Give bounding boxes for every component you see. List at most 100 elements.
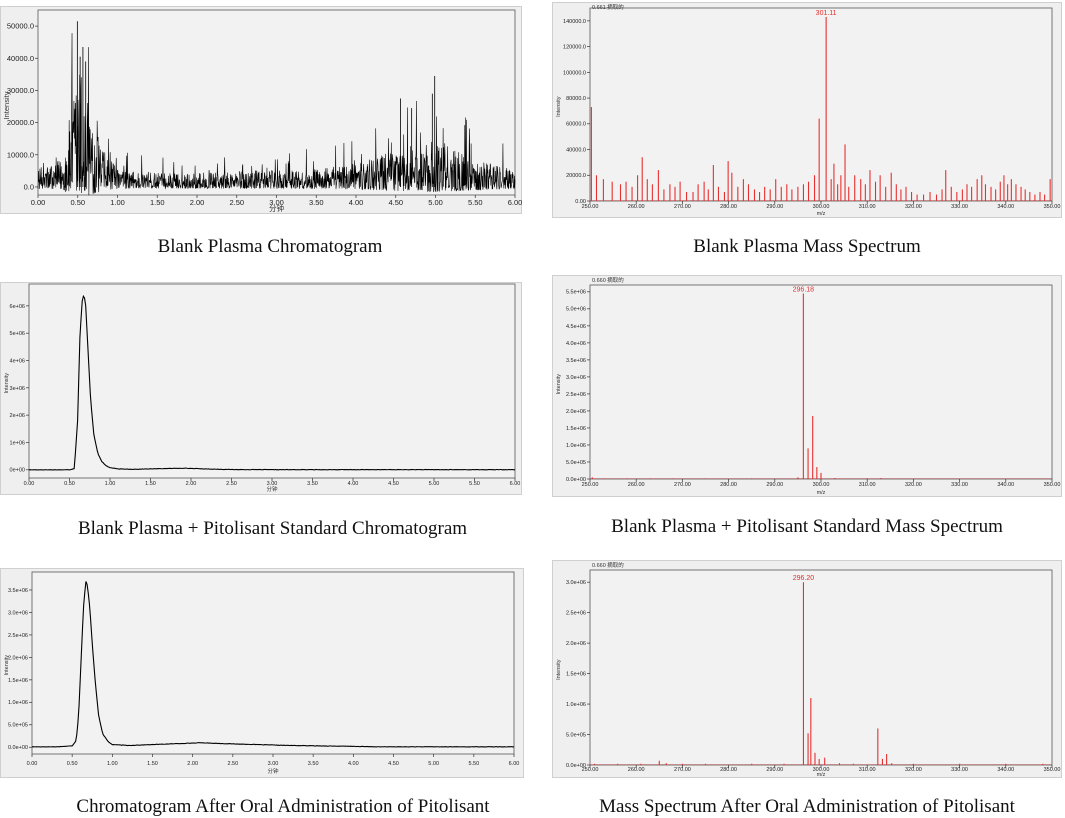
y-tick-label: 120000.0 xyxy=(563,45,586,51)
y-tick-label: 0.0e+00 xyxy=(566,763,586,769)
x-tick-label: 270.00 xyxy=(674,767,691,773)
y-tick-label: 0.0 xyxy=(24,183,34,192)
y-tick-label: 30000.0 xyxy=(7,86,34,95)
y-axis: 0.0e+00 5.0e+05 1.0e+06 1.5e+06 2.0e+06 2.5e+… xyxy=(566,290,590,483)
x-tick-label: 330.00 xyxy=(951,767,968,773)
y-axis-title: Intensity xyxy=(4,373,10,394)
x-tick-label: 290.00 xyxy=(766,204,783,210)
y-tick-label: 2.5e+06 xyxy=(566,611,586,617)
x-tick-label: 2.50 xyxy=(226,481,237,487)
y-tick-label: 60000.0 xyxy=(566,122,586,128)
x-tick-label: 0.50 xyxy=(64,481,75,487)
chromatogram-trace xyxy=(37,33,516,196)
y-tick-label: 1.5e+06 xyxy=(8,678,28,684)
x-tick-label: 310.00 xyxy=(859,204,876,210)
x-tick-label: 340.00 xyxy=(997,204,1014,210)
x-tick-label: 270.00 xyxy=(674,482,691,488)
y-tick-label: 5.0e+05 xyxy=(8,723,28,729)
x-axis: 0.00 0.50 1.00 1.50 2.00 2.50 3.00 3.50 4.00 4.50… xyxy=(31,195,522,207)
x-tick-label: 350.00 xyxy=(1044,204,1061,210)
chart-mass-spectrum-blank: 0.00 20000.0 40000.0 60000.0 80000.0 100000.0… xyxy=(552,2,1062,218)
x-tick-label: 3.50 xyxy=(309,198,324,207)
spectrum-header: 0.660 摘取的 xyxy=(592,561,624,569)
x-tick-label: 350.00 xyxy=(1044,767,1061,773)
base-peak-label: 301.11 xyxy=(816,10,837,17)
y-axis-title: Intensity xyxy=(556,96,562,117)
y-tick-label: 100000.0 xyxy=(563,70,586,76)
y-tick-label: 3e+06 xyxy=(10,386,25,392)
x-tick-label: 0.00 xyxy=(24,481,35,487)
x-tick-label: 310.00 xyxy=(859,482,876,488)
y-tick-label: 20000.0 xyxy=(7,118,34,127)
chart-mass-spectrum-oral: 0.0e+00 5.0e+05 1.0e+06 1.5e+06 2.0e+06 2.5e+… xyxy=(552,560,1062,778)
y-tick-label: 3.5e+06 xyxy=(566,358,586,364)
x-tick-label: 4.50 xyxy=(388,761,399,767)
x-axis-title: m/z xyxy=(817,211,826,217)
x-tick-label: 300.00 xyxy=(813,204,830,210)
x-tick-label: 2.00 xyxy=(186,481,197,487)
x-tick-label: 260.00 xyxy=(628,482,645,488)
chromatogram-spikes xyxy=(76,21,436,187)
y-tick-label: 0e+00 xyxy=(10,468,25,474)
x-tick-label: 340.00 xyxy=(997,482,1014,488)
x-tick-label: 330.00 xyxy=(951,204,968,210)
y-tick-label: 2.0e+06 xyxy=(566,641,586,647)
y-tick-label: 3.0e+06 xyxy=(8,610,28,616)
x-axis: 0.00 0.50 1.00 1.50 2.00 2.50 3.00 3.50 4.00 4.50… xyxy=(24,478,521,487)
y-axis-title: Intensity xyxy=(556,659,562,680)
chart-svg-chrom1: 0.010000.020000.030000.040000.050000.00.… xyxy=(0,6,522,214)
y-tick-label: 3.5e+06 xyxy=(8,588,28,594)
caption-chromatogram-oral: Chromatogram After Oral Administration o… xyxy=(76,796,490,817)
x-tick-label: 4.50 xyxy=(388,481,399,487)
y-tick-label: 0.00 xyxy=(575,199,586,205)
plot-area xyxy=(589,7,1053,202)
x-axis-title: 分钟 xyxy=(266,485,278,493)
y-tick-label: 5e+06 xyxy=(10,331,25,337)
x-tick-label: 320.00 xyxy=(905,767,922,773)
y-axis: 0e+00 1e+06 2e+06 3e+06 4e+06 5e+06 6e+06 xyxy=(10,304,29,474)
base-peak-label: 296.20 xyxy=(793,575,815,582)
caption-chromatogram-standard: Blank Plasma + Pitolisant Standard Chrom… xyxy=(77,518,468,539)
x-tick-label: 350.00 xyxy=(1044,482,1061,488)
x-tick-label: 300.00 xyxy=(813,482,830,488)
x-tick-label: 6.00 xyxy=(508,198,522,207)
x-tick-label: 3.00 xyxy=(267,481,278,487)
x-tick-label: 340.00 xyxy=(997,767,1014,773)
spectrum-peaks xyxy=(591,293,882,479)
x-tick-label: 320.00 xyxy=(905,204,922,210)
y-tick-label: 140000.0 xyxy=(563,19,586,25)
spectrum-header: 0.660 摘取的 xyxy=(592,276,624,284)
y-tick-label: 4e+06 xyxy=(10,358,25,364)
x-tick-label: 4.00 xyxy=(349,198,364,207)
y-axis-title: Intensity xyxy=(2,91,11,119)
y-tick-label: 80000.0 xyxy=(566,96,586,102)
y-tick-label: 2.0e+06 xyxy=(566,409,586,415)
chart-svg-ms3: 0.0e+00 5.0e+05 1.0e+06 1.5e+06 2.0e+06 2.5e+… xyxy=(552,560,1062,778)
y-tick-label: 5.0e+05 xyxy=(566,460,586,466)
x-tick-label: 2.00 xyxy=(187,761,198,767)
plot-area xyxy=(589,284,1053,480)
x-axis: 0.00 0.50 1.00 1.50 2.00 2.50 3.00 3.50 4.00 4.50… xyxy=(27,754,519,767)
y-axis-title: Intensity xyxy=(4,655,10,676)
x-tick-label: 2.50 xyxy=(227,761,238,767)
x-tick-label: 6.00 xyxy=(510,481,521,487)
y-tick-label: 1.5e+06 xyxy=(566,426,586,432)
x-tick-label: 280.00 xyxy=(720,482,737,488)
y-tick-label: 20000.0 xyxy=(566,173,586,179)
x-tick-label: 280.00 xyxy=(720,767,737,773)
x-tick-label: 0.50 xyxy=(70,198,85,207)
x-axis-title: m/z xyxy=(817,772,826,778)
y-tick-label: 1.0e+06 xyxy=(566,702,586,708)
y-tick-label: 4.5e+06 xyxy=(566,324,586,330)
y-tick-label: 5.0e+05 xyxy=(566,732,586,738)
x-tick-label: 2.00 xyxy=(190,198,205,207)
y-tick-label: 10000.0 xyxy=(7,150,34,159)
y-axis: 0.0e+00 5.0e+05 1.0e+06 1.5e+06 2.0e+06 2.5e+… xyxy=(8,588,32,751)
chart-svg-ms1: 0.00 20000.0 40000.0 60000.0 80000.0 100000.0… xyxy=(552,2,1062,218)
y-tick-label: 40000.0 xyxy=(566,147,586,153)
x-tick-label: 1.00 xyxy=(105,481,116,487)
x-tick-label: 320.00 xyxy=(905,482,922,488)
x-tick-label: 290.00 xyxy=(766,482,783,488)
chart-svg-chrom3: 0.0e+00 5.0e+05 1.0e+06 1.5e+06 2.0e+06 2.5e+… xyxy=(0,568,524,778)
x-tick-label: 3.50 xyxy=(308,761,319,767)
